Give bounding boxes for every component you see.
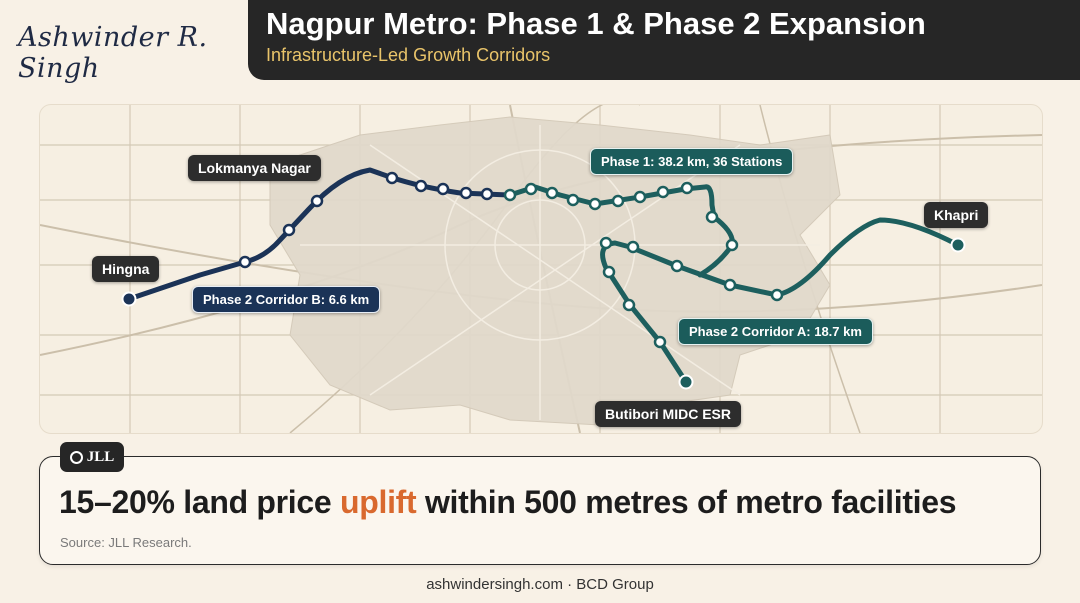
corridor-b-station bbox=[480, 187, 494, 201]
footer-credit: ashwindersingh.com · BCD Group bbox=[426, 576, 654, 593]
stat-source: Source: JLL Research. bbox=[60, 535, 192, 550]
label-corridor-a: Phase 2 Corridor A: 18.7 km bbox=[678, 318, 873, 345]
jll-logo-icon bbox=[69, 450, 83, 464]
hingna-terminus bbox=[121, 291, 137, 307]
city-area bbox=[269, 116, 841, 426]
label-butibori: Butibori MIDC ESR bbox=[595, 401, 741, 427]
author-signature: Ashwinder R. Singh bbox=[18, 22, 208, 84]
corridor-a-station bbox=[653, 335, 667, 349]
label-corridor-b: Phase 2 Corridor B: 6.6 km bbox=[192, 286, 381, 313]
phase1-station bbox=[503, 188, 517, 202]
phase1-station bbox=[566, 193, 580, 207]
corridor-a-station bbox=[599, 236, 613, 250]
map-canvas bbox=[40, 105, 1042, 433]
khapri-terminus bbox=[950, 237, 966, 253]
page-title: Nagpur Metro: Phase 1 & Phase 2 Expansio… bbox=[266, 6, 926, 41]
jll-logo-badge: JLL bbox=[60, 442, 124, 472]
metro-map: Lokmanya Nagar Hingna Khapri Butibori MI… bbox=[39, 104, 1043, 434]
stat-highlight: uplift bbox=[339, 484, 417, 520]
corridor-a-station bbox=[770, 288, 784, 302]
corridor-a-station bbox=[602, 265, 616, 279]
corridor-b-station bbox=[385, 171, 399, 185]
corridor-b-station bbox=[414, 179, 428, 193]
corridor-b-station bbox=[436, 182, 450, 196]
label-khapri: Khapri bbox=[924, 202, 989, 228]
page-subtitle: Infrastructure-Led Growth Corridors bbox=[266, 45, 551, 65]
label-hingna: Hingna bbox=[92, 256, 160, 282]
corridor-b-station bbox=[459, 186, 473, 200]
butibori-terminus bbox=[678, 374, 694, 390]
stat-callout-card: 15–20% land price uplift within 500 metr… bbox=[39, 456, 1041, 565]
stat-headline: 15–20% land price uplift within 500 metr… bbox=[59, 484, 957, 521]
phase1-station bbox=[611, 194, 625, 208]
corridor-b-station bbox=[310, 194, 324, 208]
corridor-a-line bbox=[600, 217, 961, 385]
phase1-station bbox=[524, 182, 538, 196]
corridor-a-station bbox=[626, 240, 640, 254]
title-banner: Nagpur Metro: Phase 1 & Phase 2 Expansio… bbox=[248, 0, 1080, 80]
corridor-a-station bbox=[723, 278, 737, 292]
phase1-station bbox=[705, 210, 719, 224]
corridor-b-station bbox=[282, 223, 296, 237]
stat-text-pre: 15–20% land price bbox=[59, 484, 340, 520]
label-lokmanya-nagar: Lokmanya Nagar bbox=[188, 155, 321, 181]
phase1-station bbox=[725, 238, 739, 252]
stat-text-post: within 500 metres of metro facilities bbox=[416, 484, 957, 520]
corridor-b-station bbox=[238, 255, 252, 269]
phase1-station bbox=[545, 186, 559, 200]
corridor-a-station bbox=[670, 259, 684, 273]
jll-logo-text: JLL bbox=[86, 448, 115, 465]
phase1-station bbox=[656, 185, 670, 199]
corridor-a-station bbox=[622, 298, 636, 312]
label-phase1: Phase 1: 38.2 km, 36 Stations bbox=[590, 148, 794, 175]
phase1-station bbox=[633, 190, 647, 204]
phase1-station bbox=[680, 181, 694, 195]
phase1-station bbox=[588, 197, 602, 211]
